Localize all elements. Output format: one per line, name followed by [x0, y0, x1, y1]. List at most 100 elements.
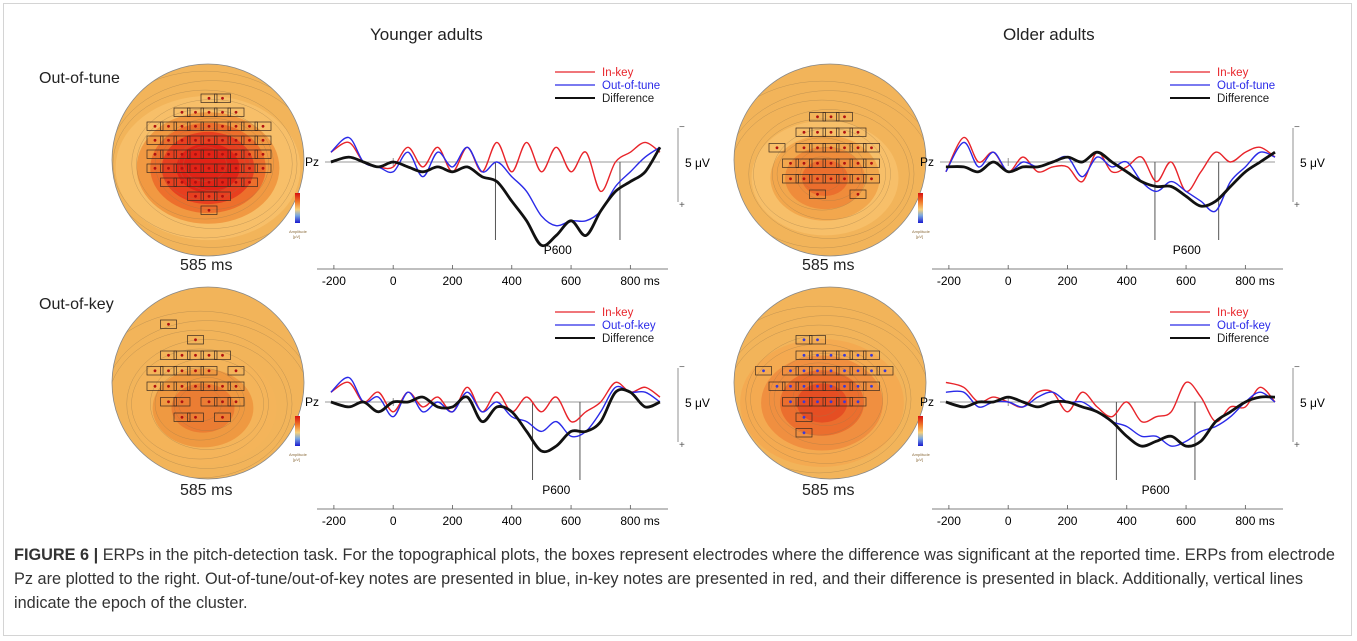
- electrode-box: [200, 191, 218, 201]
- electrode-box: [849, 381, 867, 391]
- electrode-box: [214, 350, 231, 360]
- legend-entry: Out-of-key: [602, 320, 656, 332]
- electrode-marker: [153, 384, 157, 388]
- electrode-marker: [802, 146, 806, 150]
- electrode-marker: [829, 115, 833, 119]
- electrode-box: [849, 366, 867, 376]
- topo-map-younger-out-of-tune: Amplitude[μV]: [111, 63, 308, 257]
- electrode-marker: [829, 369, 833, 373]
- electrode-box: [187, 191, 204, 201]
- electrode-box: [795, 143, 813, 153]
- electrode-marker: [870, 161, 873, 165]
- component-label: P600: [544, 243, 572, 257]
- electrode-box: [863, 143, 880, 153]
- x-tick-label: 800 ms: [620, 514, 659, 528]
- electrode-box: [146, 135, 164, 145]
- electrode-marker: [816, 384, 819, 388]
- electrode-marker: [180, 400, 184, 404]
- topo-contour-line: [734, 90, 926, 256]
- electrode-box: [200, 121, 218, 131]
- electrode-marker: [167, 384, 170, 388]
- x-tick-label: 200: [1057, 514, 1077, 528]
- electrode-marker: [802, 431, 806, 435]
- colorbar-gradient: [918, 416, 923, 446]
- electrode-marker: [829, 384, 833, 388]
- x-tick-label: 600: [1176, 514, 1196, 528]
- electrode-marker: [207, 110, 211, 114]
- x-tick-label: 0: [1005, 274, 1012, 288]
- electrode-marker: [248, 138, 251, 142]
- electrode-marker: [194, 369, 197, 373]
- electrode-box: [768, 143, 786, 153]
- x-tick-label: 0: [390, 274, 397, 288]
- electrode-box: [187, 177, 204, 187]
- electrode-marker: [194, 338, 197, 342]
- electrode-box: [160, 149, 177, 159]
- electrode-box: [187, 121, 204, 131]
- legend-entry: Difference: [1217, 93, 1269, 105]
- series-line-difference: [330, 388, 661, 454]
- electrode-box: [795, 335, 813, 345]
- component-label: P600: [1173, 243, 1201, 257]
- electrode-box: [160, 163, 177, 173]
- electrode-marker: [843, 353, 846, 357]
- electrode-box: [822, 158, 840, 168]
- electrode-marker: [261, 152, 265, 156]
- electrode-marker: [194, 194, 197, 198]
- topo-contour-line: [753, 118, 891, 230]
- electrode-marker: [248, 152, 251, 156]
- topo-contour-line: [150, 358, 264, 450]
- x-tick-label: 400: [502, 274, 522, 288]
- electrode-marker: [775, 146, 779, 150]
- scale-minus-sign: −: [1294, 122, 1300, 133]
- colorbar-gradient: [918, 193, 923, 223]
- topo-contour-line: [734, 80, 926, 256]
- electrode-marker: [870, 369, 873, 373]
- electrode-box: [227, 163, 245, 173]
- series-line-in-key: [330, 141, 661, 193]
- topo-contour-line: [136, 108, 274, 220]
- electrode-marker: [167, 369, 170, 373]
- electrode-marker: [221, 138, 224, 142]
- electrode-marker: [856, 130, 860, 134]
- electrode-box: [836, 158, 853, 168]
- electrode-marker: [153, 166, 157, 170]
- electrode-marker: [207, 194, 211, 198]
- electrode-box: [173, 163, 191, 173]
- electrode-marker: [789, 161, 792, 165]
- electrode-box: [160, 381, 177, 391]
- topo-contour-line: [734, 305, 926, 479]
- electrode-marker: [789, 400, 792, 404]
- electrode-marker: [153, 152, 157, 156]
- electrode-box: [863, 350, 880, 360]
- electrode-marker: [207, 208, 211, 212]
- channel-label: Pz: [305, 155, 319, 169]
- legend-entry: In-key: [602, 307, 634, 319]
- x-tick-label: 200: [442, 514, 462, 528]
- electrode-box: [214, 107, 231, 117]
- electrode-marker: [207, 96, 211, 100]
- legend-entry: Out-of-tune: [1217, 80, 1275, 92]
- legend-entry: In-key: [1217, 67, 1249, 79]
- electrode-box: [160, 121, 177, 131]
- colorbar-gradient: [295, 416, 300, 446]
- electrode-box: [809, 112, 826, 122]
- electrode-box: [795, 397, 813, 407]
- electrode-marker: [180, 353, 184, 357]
- electrode-marker: [789, 384, 792, 388]
- figure-caption: FIGURE 6 | ERPs in the pitch-detection t…: [14, 543, 1344, 615]
- electrode-marker: [194, 110, 197, 114]
- topo-map-older-out-of-key: Amplitude[μV]: [733, 286, 930, 480]
- electrode-box: [254, 135, 272, 145]
- electrode-box: [795, 127, 813, 137]
- electrode-box: [782, 366, 799, 376]
- electrode-marker: [194, 353, 197, 357]
- topo-time-label: 585 ms: [180, 482, 233, 499]
- topo-contour-line: [734, 99, 915, 249]
- x-tick-label: -200: [937, 514, 961, 528]
- colorbar-unit: [μV]: [293, 457, 300, 462]
- electrode-box: [822, 143, 840, 153]
- electrode-marker: [167, 138, 170, 142]
- electrode-box: [795, 366, 813, 376]
